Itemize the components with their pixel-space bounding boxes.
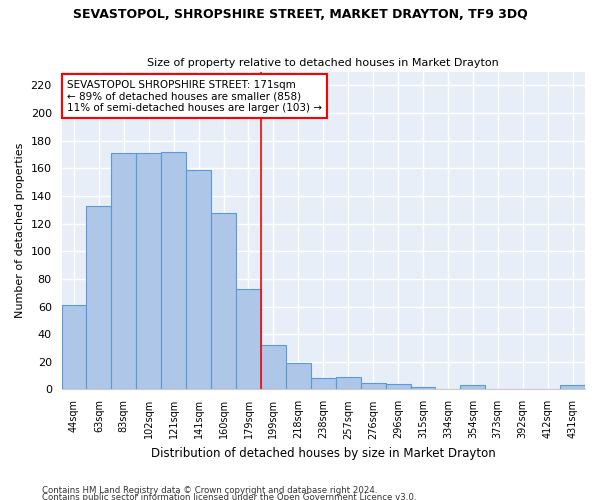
Bar [161,152,186,390]
Bar [410,386,436,390]
Bar [460,386,485,390]
Text: Contains HM Land Registry data © Crown copyright and database right 2024.: Contains HM Land Registry data © Crown c… [42,486,377,495]
Bar [261,345,286,390]
Bar [386,384,410,390]
Text: SEVASTOPOL SHROPSHIRE STREET: 171sqm
← 89% of detached houses are smaller (858)
: SEVASTOPOL SHROPSHIRE STREET: 171sqm ← 8… [67,80,322,112]
Bar [136,153,161,390]
Bar [86,206,112,390]
Bar [560,386,585,390]
Bar [112,153,136,390]
Title: Size of property relative to detached houses in Market Drayton: Size of property relative to detached ho… [148,58,499,68]
Bar [186,170,211,390]
Bar [311,378,336,390]
Text: Contains public sector information licensed under the Open Government Licence v3: Contains public sector information licen… [42,494,416,500]
Bar [62,305,86,390]
X-axis label: Distribution of detached houses by size in Market Drayton: Distribution of detached houses by size … [151,447,496,460]
Bar [211,212,236,390]
Bar [361,382,386,390]
Y-axis label: Number of detached properties: Number of detached properties [15,143,25,318]
Bar [286,363,311,390]
Text: SEVASTOPOL, SHROPSHIRE STREET, MARKET DRAYTON, TF9 3DQ: SEVASTOPOL, SHROPSHIRE STREET, MARKET DR… [73,8,527,20]
Bar [236,288,261,390]
Bar [336,377,361,390]
